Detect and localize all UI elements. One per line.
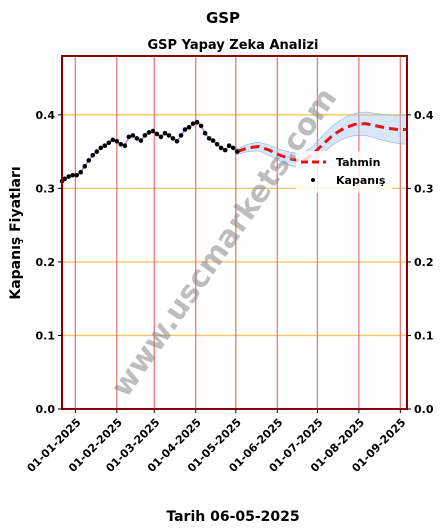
close-price-point <box>154 131 160 137</box>
close-price-point <box>118 141 124 147</box>
close-price-point <box>90 152 96 158</box>
x-axis: 01-01-202501-02-202501-03-202501-04-2025… <box>25 409 408 475</box>
y-tick-label: 0.2 <box>36 256 56 269</box>
close-price-point <box>142 133 148 138</box>
watermark: www.uscmarkets.com <box>104 82 344 404</box>
close-price-point <box>218 145 224 151</box>
y-tick-label-right: 0.3 <box>414 182 434 195</box>
close-price-point <box>66 174 71 179</box>
y-tick-label: 0.0 <box>36 403 56 416</box>
close-price-point <box>194 119 200 125</box>
close-price-point <box>62 176 67 182</box>
y-axis-right: 0.0 0.1 0.2 0.3 0.4 <box>407 109 434 416</box>
series-layer <box>59 119 407 184</box>
grid-lines <box>62 56 407 409</box>
y-tick-label: 0.4 <box>36 109 56 122</box>
close-price-point <box>158 134 164 140</box>
chart-title: GSP <box>206 9 240 27</box>
close-price-point <box>138 138 144 143</box>
y-tick-label: 0.3 <box>36 182 56 195</box>
close-price-point <box>86 158 92 163</box>
close-price-point <box>130 133 136 138</box>
plot-frame <box>61 55 408 410</box>
close-price-point <box>150 128 156 134</box>
close-price-point <box>162 130 168 136</box>
close-price-point <box>222 147 228 153</box>
close-price-point <box>74 172 80 178</box>
close-price-point <box>114 139 120 144</box>
close-price-point <box>178 133 184 138</box>
close-price-point <box>166 133 172 138</box>
close-price-point <box>106 140 112 146</box>
forecast-line <box>236 122 407 163</box>
close-price-point <box>146 130 152 135</box>
close-price-point <box>198 123 204 129</box>
close-price-point <box>170 136 176 141</box>
y-axis-label: Kapanış Fiyatları <box>8 166 24 299</box>
close-price-point <box>234 149 240 154</box>
close-price-point <box>210 138 216 143</box>
close-price-point <box>206 136 212 141</box>
close-price-point <box>230 145 236 151</box>
close-price-point <box>226 143 232 149</box>
close-price-point <box>186 125 192 130</box>
close-price-point <box>82 164 88 169</box>
legend: Tahmin Kapanış <box>296 151 392 193</box>
close-price-point <box>122 143 128 149</box>
y-tick-label-right: 0.4 <box>414 109 434 122</box>
y-axis-left: 0.0 0.1 0.2 0.3 0.4 <box>36 109 62 416</box>
close-price-point <box>70 172 75 178</box>
close-price-point <box>202 130 208 136</box>
y-tick-label: 0.1 <box>36 329 56 342</box>
close-price-point <box>174 139 180 144</box>
legend-box <box>296 151 392 193</box>
close-price-point <box>190 121 196 126</box>
close-price-point <box>102 143 108 149</box>
close-price-point <box>110 137 116 143</box>
close-price-point <box>214 141 220 147</box>
legend-close-label: Kapanış <box>336 174 386 187</box>
close-price-point <box>126 134 132 140</box>
close-price-point <box>182 127 188 132</box>
legend-forecast-label: Tahmin <box>336 156 380 169</box>
chart-subtitle: GSP Yapay Zeka Analizi <box>148 38 319 53</box>
y-tick-label-right: 0.0 <box>414 403 434 416</box>
close-price-point <box>78 169 84 175</box>
legend-close-swatch <box>311 178 315 182</box>
x-axis-label: Tarih 06-05-2025 <box>166 509 299 525</box>
y-tick-label-right: 0.2 <box>414 256 434 269</box>
close-price-point <box>134 136 140 141</box>
close-price-point <box>94 149 100 154</box>
y-tick-label-right: 0.1 <box>414 329 434 342</box>
close-price-point <box>98 145 104 151</box>
